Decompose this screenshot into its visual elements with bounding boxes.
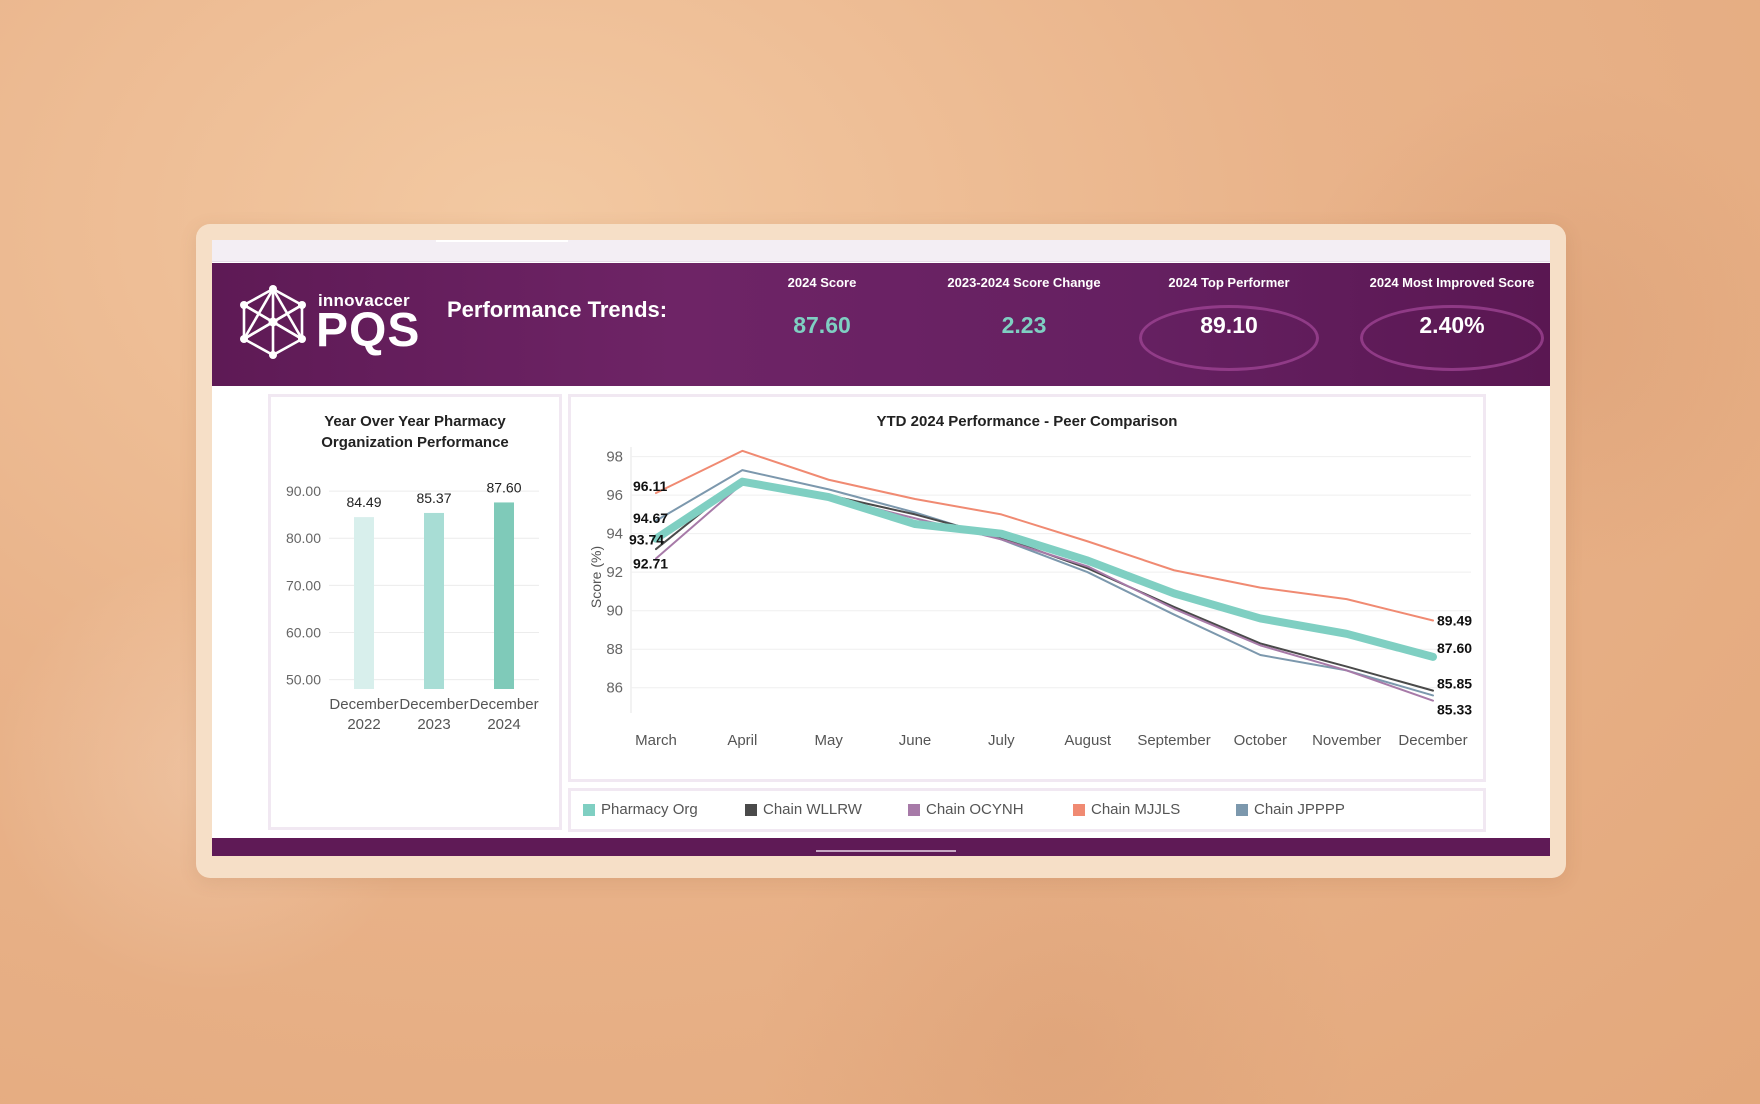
kpi-label: 2024 Most Improved Score <box>1369 275 1535 290</box>
legend-item-chain-ocynh[interactable]: Chain OCYNH <box>908 801 1024 818</box>
kpi-value: 2.23 <box>1001 312 1047 338</box>
network-cube-icon <box>240 285 306 359</box>
line-end-data-label: 85.33 <box>1437 702 1472 718</box>
legend-item-chain-jpppp[interactable]: Chain JPPPP <box>1236 801 1345 818</box>
legend-label: Chain WLLRW <box>763 801 862 818</box>
dashboard: innovaccer PQS Performance Trends: 2024 … <box>212 240 1550 856</box>
bar-value-label: 84.49 <box>346 494 381 510</box>
line-series-chain-jpppp <box>655 469 1434 697</box>
line-x-tick-label: December <box>1398 732 1467 749</box>
line-end-data-label: 85.85 <box>1437 676 1472 692</box>
brand-name: innovaccer <box>318 291 410 310</box>
kpi-label: 2023-2024 Score Change <box>947 275 1101 290</box>
bottom-tab-indicator[interactable] <box>816 850 956 852</box>
highlight-ring <box>1139 305 1319 371</box>
page-title: Performance Trends: <box>447 297 668 322</box>
brand-logo-text: PQS <box>316 304 421 357</box>
active-tab-indicator[interactable] <box>436 240 568 242</box>
legend-label: Pharmacy Org <box>601 801 698 818</box>
bar <box>424 512 444 689</box>
line-x-tick-label: October <box>1234 732 1287 749</box>
bar-x-tick-label: December <box>469 696 538 713</box>
line-chart-legend: Pharmacy Org Chain WLLRW Chain OCYNH Cha… <box>568 788 1486 832</box>
line-x-tick-label: November <box>1312 732 1381 749</box>
line-y-axis-label: Score (%) <box>588 546 604 608</box>
legend-swatch <box>908 803 920 816</box>
kpi-most-improved: 2024 Most Improved Score 2.40% <box>1352 275 1550 371</box>
line-y-tick-label: 94 <box>606 526 623 543</box>
bar-x-tick-label: 2022 <box>347 716 380 733</box>
header-banner: innovaccer PQS Performance Trends: 2024 … <box>212 263 1550 386</box>
line-x-tick-label: June <box>899 732 932 749</box>
line-y-tick-label: 98 <box>606 449 623 466</box>
line-y-tick-label: 86 <box>606 680 623 697</box>
legend-label: Chain JPPPP <box>1254 801 1345 818</box>
line-start-data-label: 92.71 <box>633 556 668 572</box>
bar-x-tick-label: 2023 <box>417 716 450 733</box>
bar-y-tick-label: 60.00 <box>286 624 321 640</box>
line-start-data-label: 94.67 <box>633 510 668 526</box>
bar-x-tick-label: December <box>399 696 468 713</box>
bar-chart-title: Year Over Year Pharmacy Organization Per… <box>271 411 559 453</box>
line-start-data-label: 93.74 <box>629 532 664 548</box>
line-end-data-label: 87.60 <box>1437 640 1472 656</box>
kpi-label: 2024 Score <box>787 275 857 290</box>
line-series-chain-wllrw <box>655 478 1434 692</box>
bar-y-tick-label: 90.00 <box>286 483 321 499</box>
kpi-label: 2024 Top Performer <box>1168 275 1290 290</box>
line-y-tick-label: 96 <box>606 487 623 504</box>
bar-chart-title-line-1: Year Over Year Pharmacy <box>324 413 506 430</box>
line-series-pharmacy-org <box>652 477 1437 661</box>
legend-item-chain-wllrw[interactable]: Chain WLLRW <box>745 801 862 818</box>
yoy-bar-chart-panel: Year Over Year Pharmacy Organization Per… <box>268 394 562 830</box>
bar-value-label: 85.37 <box>416 490 451 506</box>
legend-swatch <box>1236 803 1248 816</box>
peer-comparison-line-chart-panel: YTD 2024 Performance - Peer Comparison 8… <box>568 394 1486 782</box>
line-y-tick-label: 88 <box>606 641 623 658</box>
legend-label: Chain OCYNH <box>926 801 1024 818</box>
legend-label: Chain MJJLS <box>1091 801 1181 818</box>
line-y-tick-label: 92 <box>606 564 623 581</box>
line-x-tick-label: August <box>1064 732 1112 749</box>
bottom-bar <box>212 838 1550 856</box>
top-tab-strip <box>212 240 1550 262</box>
bar-y-tick-label: 50.00 <box>286 672 321 688</box>
highlight-ring <box>1360 305 1544 371</box>
line-x-tick-label: September <box>1137 732 1210 749</box>
kpi-score-change: 2023-2024 Score Change 2.23 <box>924 275 1124 339</box>
kpi-value: 87.60 <box>793 312 851 338</box>
line-x-tick-label: March <box>635 732 677 749</box>
line-x-tick-label: May <box>814 732 843 749</box>
line-x-tick-label: July <box>988 732 1015 749</box>
bar-chart-title-line-2: Organization Performance <box>321 434 509 451</box>
bar-x-tick-label: 2024 <box>487 716 520 733</box>
kpi-2024-score: 2024 Score 87.60 <box>752 275 892 339</box>
bar-x-tick-label: December <box>329 696 398 713</box>
bar-chart: 50.00 60.00 70.00 80.00 90.00 84.49 December 20… <box>286 479 539 733</box>
kpi-top-performer: 2024 Top Performer 89.10 <box>1134 275 1324 371</box>
legend-item-pharmacy-org[interactable]: Pharmacy Org <box>583 801 698 818</box>
legend-swatch <box>745 803 757 816</box>
legend-swatch <box>583 803 595 816</box>
bar <box>494 502 514 689</box>
bar-value-label: 87.60 <box>486 479 521 495</box>
line-chart-title: YTD 2024 Performance - Peer Comparison <box>876 413 1178 430</box>
line-end-data-label: 89.49 <box>1437 613 1472 629</box>
bar <box>354 517 374 689</box>
line-start-data-label: 96.11 <box>633 478 667 494</box>
line-series-chain-mjjls <box>655 449 1434 622</box>
line-chart: 86 88 90 92 94 96 98 Score (%) March April May June… <box>588 447 1472 749</box>
bar-y-tick-label: 80.00 <box>286 530 321 546</box>
line-x-tick-label: April <box>727 732 757 749</box>
legend-swatch <box>1073 803 1085 816</box>
legend-item-chain-mjjls[interactable]: Chain MJJLS <box>1073 801 1180 818</box>
line-y-tick-label: 90 <box>606 603 623 620</box>
bar-y-tick-label: 70.00 <box>286 577 321 593</box>
line-series-chain-ocynh <box>655 482 1434 702</box>
